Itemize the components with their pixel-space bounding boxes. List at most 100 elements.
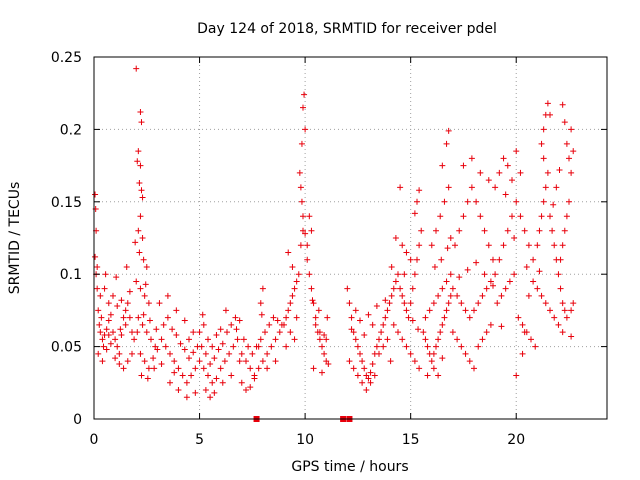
data-point — [304, 242, 311, 249]
data-point — [357, 317, 363, 324]
data-point — [179, 372, 186, 379]
data-point — [485, 242, 492, 249]
data-point — [382, 297, 389, 304]
data-point — [445, 300, 452, 307]
data-point — [399, 292, 406, 299]
data-point — [133, 278, 140, 285]
data-point — [466, 314, 473, 321]
data-point — [369, 321, 376, 328]
data-point — [509, 177, 515, 184]
data-point — [247, 365, 254, 372]
data-point — [94, 263, 101, 270]
data-point — [411, 358, 418, 365]
data-point — [354, 372, 361, 379]
data-point — [300, 104, 306, 111]
data-point — [354, 343, 361, 350]
x-tick-label: 10 — [296, 432, 314, 448]
y-tick-label: 0.2 — [60, 122, 82, 138]
data-point — [568, 169, 575, 176]
data-point — [557, 285, 564, 292]
data-point — [559, 101, 566, 108]
data-point — [566, 155, 572, 162]
grid — [94, 57, 607, 419]
data-point — [134, 158, 141, 165]
data-point — [124, 358, 131, 365]
data-point — [405, 314, 412, 321]
data-point — [540, 155, 547, 162]
data-point — [407, 350, 414, 357]
data-point — [447, 292, 454, 299]
data-point — [392, 278, 399, 285]
x-tick-label: 0 — [90, 432, 99, 448]
data-point — [557, 256, 564, 263]
data-point — [306, 271, 313, 278]
data-point — [99, 358, 106, 365]
data-point — [437, 329, 444, 336]
data-point — [139, 321, 146, 328]
data-point — [517, 213, 524, 220]
data-point — [462, 350, 469, 357]
data-point — [563, 314, 570, 321]
x-tick-label: 20 — [507, 432, 525, 448]
data-point — [525, 292, 532, 299]
data-point — [321, 350, 328, 357]
data-point — [219, 379, 226, 386]
data-point — [298, 198, 305, 205]
data-point — [559, 329, 566, 336]
data-point — [409, 317, 416, 324]
data-point — [259, 358, 266, 365]
data-point — [266, 321, 273, 328]
data-point — [131, 336, 138, 343]
data-point — [540, 126, 547, 133]
data-point — [289, 263, 296, 270]
data-point — [171, 369, 178, 376]
data-point — [549, 227, 556, 234]
data-point — [306, 213, 313, 220]
data-point — [274, 317, 281, 324]
data-point — [247, 384, 254, 391]
data-point — [134, 329, 141, 336]
data-point — [190, 349, 197, 356]
data-point — [536, 268, 543, 275]
data-point — [99, 336, 106, 343]
data-point — [477, 213, 484, 220]
data-point — [454, 292, 461, 299]
data-point — [439, 162, 446, 169]
data-point — [177, 340, 184, 347]
data-point — [211, 389, 218, 396]
data-point — [190, 329, 197, 336]
data-point — [387, 358, 394, 365]
data-point — [293, 278, 300, 285]
data-point — [140, 256, 147, 263]
data-point — [136, 179, 143, 186]
data-point — [502, 285, 509, 292]
data-point — [96, 321, 103, 328]
data-point — [494, 300, 501, 307]
data-point — [236, 358, 243, 365]
data-point — [169, 326, 176, 333]
data-point — [367, 379, 374, 386]
data-point — [477, 169, 484, 176]
data-point — [504, 227, 511, 234]
data-point — [298, 140, 305, 147]
data-point — [207, 394, 214, 401]
data-point — [95, 307, 102, 314]
data-point — [153, 326, 160, 333]
data-point — [167, 350, 173, 357]
data-point — [138, 372, 145, 379]
data-point — [496, 169, 503, 176]
data-point — [150, 355, 157, 362]
data-point — [498, 323, 505, 330]
data-point — [258, 311, 265, 318]
data-point — [431, 263, 438, 270]
data-point — [365, 375, 372, 382]
data-point — [205, 372, 211, 379]
data-point — [122, 307, 129, 314]
data-point — [384, 336, 391, 343]
data-point — [181, 317, 188, 324]
data-point — [352, 336, 359, 343]
data-point — [555, 321, 562, 328]
data-point — [452, 242, 458, 249]
data-point — [550, 201, 557, 208]
data-point — [238, 350, 245, 357]
